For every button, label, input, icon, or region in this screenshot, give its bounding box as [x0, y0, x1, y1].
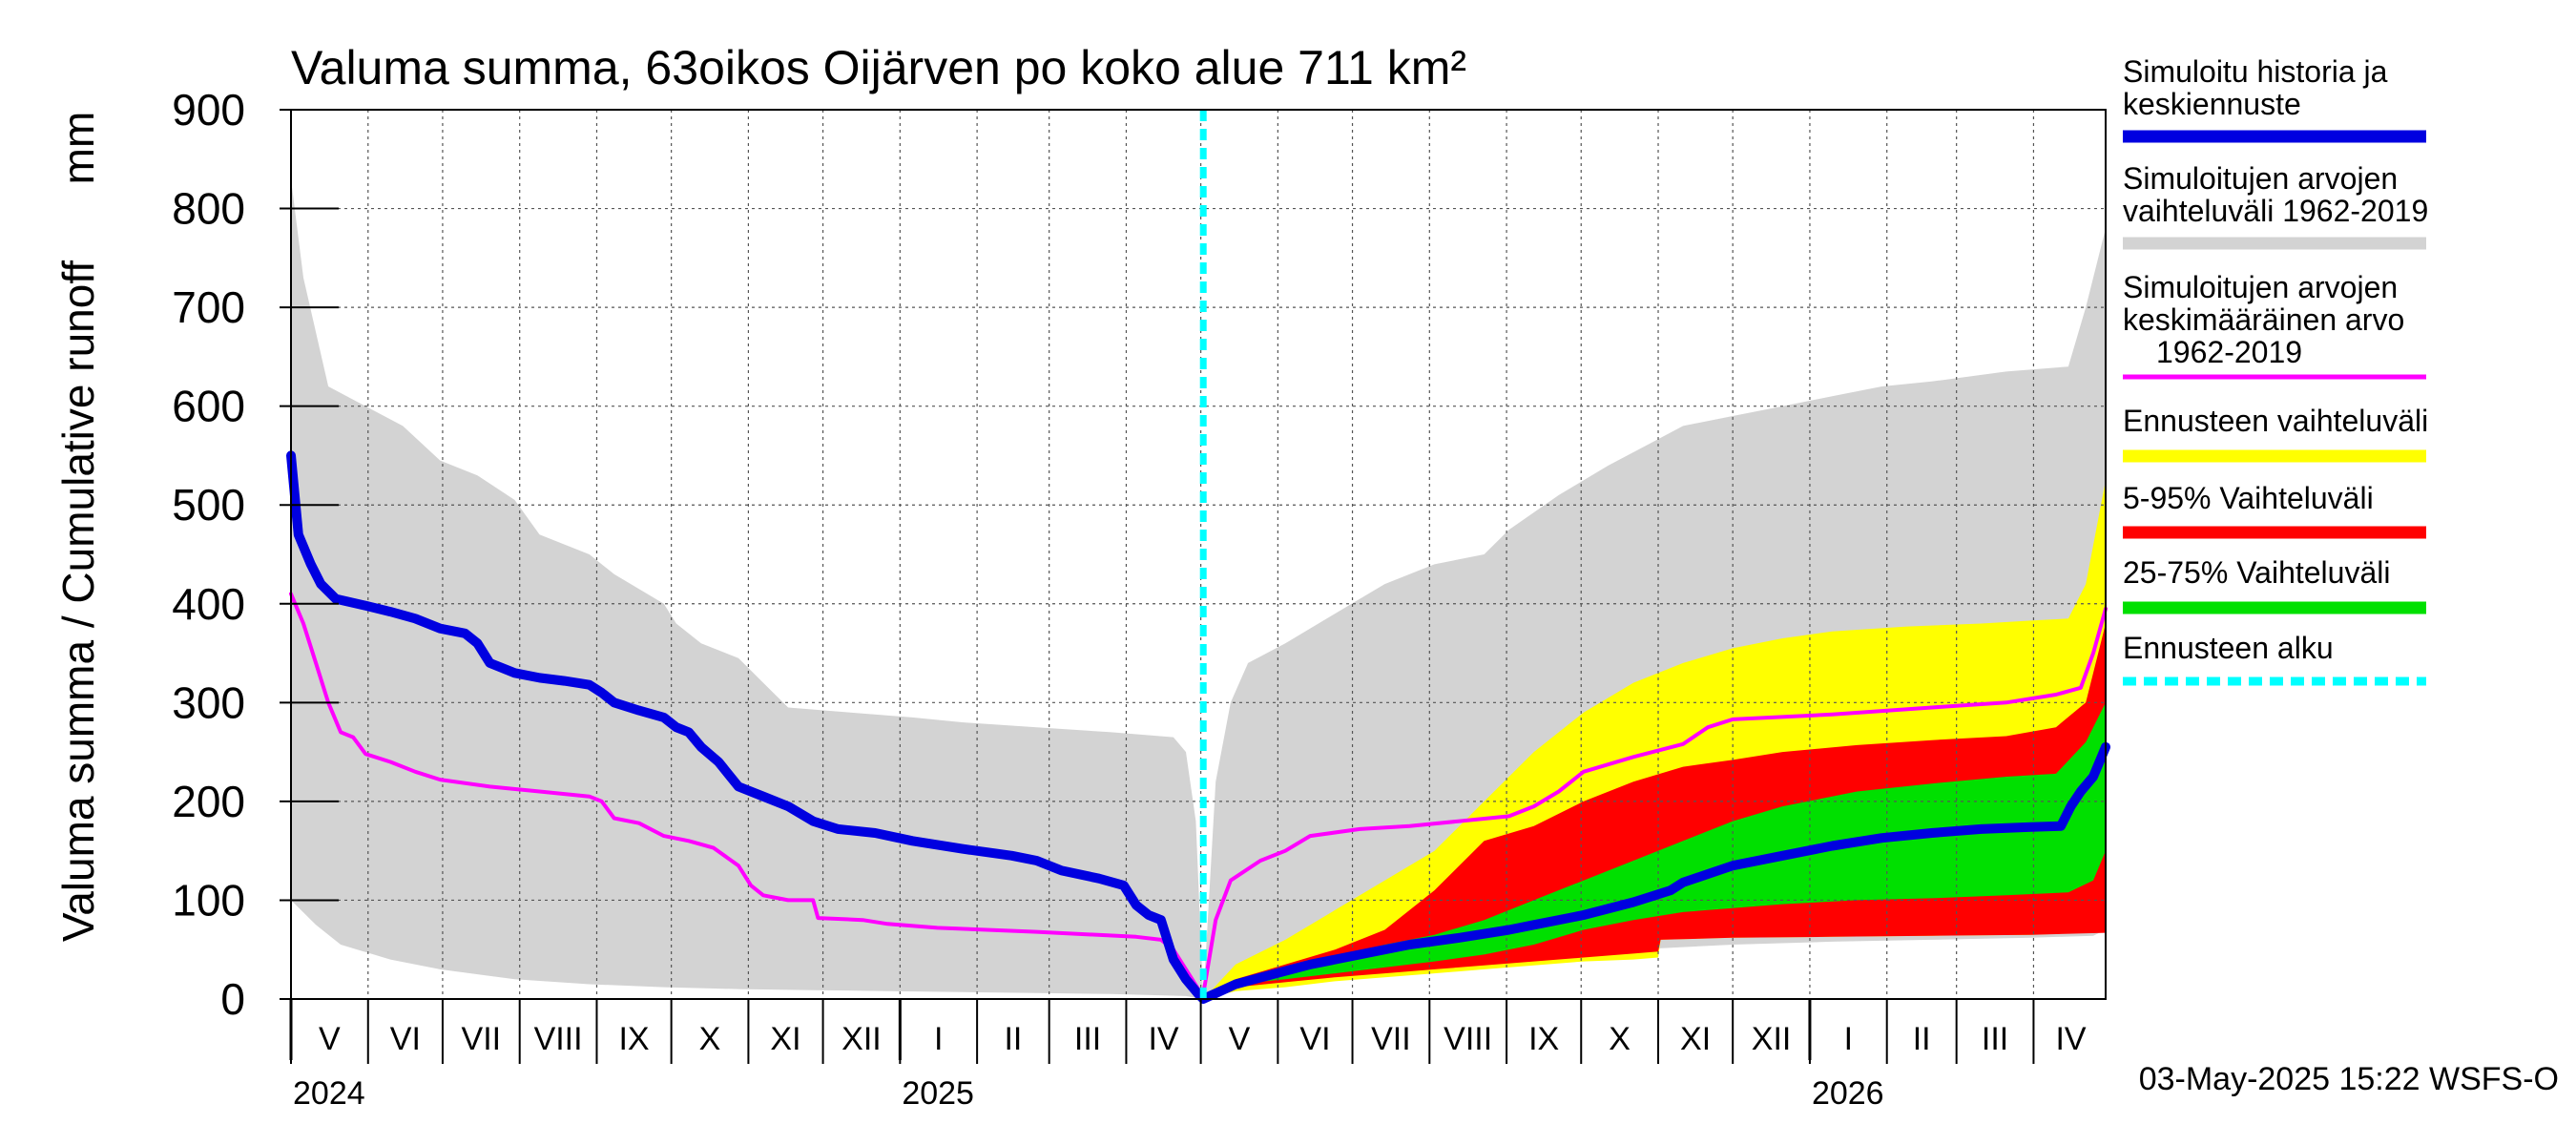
y-tick-label-600: 600: [172, 382, 245, 431]
y-tick-label-200: 200: [172, 777, 245, 826]
month-label-II-21: II: [1913, 1021, 1931, 1057]
month-label-IV-23: IV: [2055, 1021, 2086, 1057]
month-label-XI-18: XI: [1680, 1021, 1711, 1057]
series-line-simuloitu-historia-ja-keskiennuste: [286, 450, 2110, 1004]
legend-label-2-0: Simuloitujen arvojen: [2123, 270, 2398, 304]
fill-layer: [291, 178, 2106, 999]
month-label-III-22: III: [1982, 1021, 2008, 1057]
y-tick-label-900: 900: [172, 85, 245, 135]
band-5-95-vaihteluv-li: [1203, 623, 2106, 999]
month-label-IV-11: IV: [1148, 1021, 1178, 1057]
series-line-simuloitujen-arvojen-keskim-r-inen-arvo-1962-2019: [289, 592, 2108, 996]
legend-label-6-0: Ennusteen alku: [2123, 631, 2334, 665]
y-tick-label-0: 0: [220, 974, 245, 1024]
month-label-IX-16: IX: [1528, 1021, 1559, 1057]
month-label-I-20: I: [1844, 1021, 1853, 1057]
legend-label-0-1: keskiennuste: [2123, 87, 2301, 121]
year-label-2026: 2026: [1812, 1075, 1884, 1112]
month-label-II-9: II: [1004, 1021, 1022, 1057]
y-axis-unit: mm: [53, 112, 103, 185]
month-label-IX-4: IX: [618, 1021, 649, 1057]
month-label-VII-14: VII: [1371, 1021, 1411, 1057]
legend-label-2-1: keskimääräinen arvo: [2123, 302, 2404, 337]
legend-label-3-0: Ennusteen vaihteluväli: [2123, 404, 2428, 438]
month-label-VIII-15: VIII: [1444, 1021, 1492, 1057]
line-layer: [286, 110, 2110, 1004]
y-tick-label-100: 100: [172, 875, 245, 925]
legend-label-1-0: Simuloitujen arvojen: [2123, 161, 2398, 196]
month-label-V-0: V: [319, 1021, 341, 1057]
year-label-2024: 2024: [293, 1075, 365, 1112]
month-label-III-10: III: [1074, 1021, 1101, 1057]
legend-label-2-2: 1962-2019: [2156, 335, 2302, 369]
y-tick-label-800: 800: [172, 184, 245, 234]
month-label-VIII-3: VIII: [534, 1021, 583, 1057]
month-label-XI-6: XI: [770, 1021, 800, 1057]
month-label-X-17: X: [1609, 1021, 1631, 1057]
y-axis-label: Valuma summa / Cumulative runoff: [53, 260, 103, 942]
plot-frame: [290, 109, 2107, 1000]
year-label-2025: 2025: [902, 1075, 974, 1112]
legend-label-0-0: Simuloitu historia ja: [2123, 54, 2388, 89]
chart-title: Valuma summa, 63oikos Oijärven po koko a…: [291, 41, 1466, 94]
month-label-VII-2: VII: [462, 1021, 502, 1057]
month-label-X-5: X: [699, 1021, 721, 1057]
grid-layer: [291, 109, 2106, 1000]
month-label-XII-7: XII: [841, 1021, 882, 1057]
month-label-VI-13: VI: [1299, 1021, 1330, 1057]
y-tick-label-700: 700: [172, 282, 245, 332]
month-label-I-8: I: [934, 1021, 943, 1057]
legend-label-4-0: 5-95% Vaihteluväli: [2123, 481, 2374, 515]
y-tick-label-500: 500: [172, 480, 245, 530]
month-label-VI-1: VI: [390, 1021, 421, 1057]
footer-timestamp: 03-May-2025 15:22 WSFS-O: [2139, 1061, 2559, 1097]
legend-label-5-0: 25-75% Vaihteluväli: [2123, 555, 2390, 590]
y-tick-label-400: 400: [172, 579, 245, 629]
y-tick-label-300: 300: [172, 677, 245, 727]
legend-label-1-1: vaihteluväli 1962-2019: [2123, 194, 2428, 228]
month-label-XII-19: XII: [1752, 1021, 1792, 1057]
month-label-V-12: V: [1229, 1021, 1251, 1057]
